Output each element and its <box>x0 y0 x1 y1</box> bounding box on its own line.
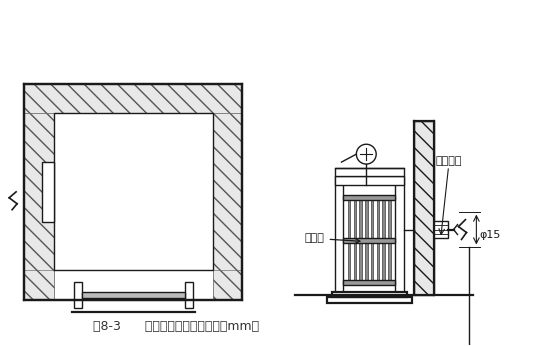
Bar <box>343 195 395 200</box>
Bar <box>185 282 193 308</box>
Bar <box>213 113 242 300</box>
Bar <box>335 176 404 185</box>
Bar <box>343 238 395 244</box>
Bar <box>383 195 385 285</box>
Bar <box>24 84 242 300</box>
Bar <box>395 176 404 295</box>
Text: 图8-3      电梯井口防护门（单位：mm）: 图8-3 电梯井口防护门（单位：mm） <box>93 320 259 333</box>
Bar <box>24 84 242 113</box>
Bar <box>54 113 213 270</box>
Bar <box>388 195 391 285</box>
Bar <box>24 270 54 300</box>
Text: 膨胀螺栓: 膨胀螺栓 <box>436 156 462 166</box>
Bar <box>327 297 412 303</box>
Bar <box>359 195 362 285</box>
Bar <box>371 195 373 285</box>
Bar <box>42 162 54 221</box>
Bar <box>24 113 54 300</box>
Text: 筱棚门: 筱棚门 <box>305 234 360 244</box>
Bar <box>82 292 185 298</box>
Bar <box>365 195 368 285</box>
Bar <box>332 292 407 297</box>
Bar <box>73 282 82 308</box>
Bar <box>213 270 242 300</box>
Bar <box>376 195 379 285</box>
Text: φ15: φ15 <box>479 230 501 240</box>
Bar <box>343 280 395 285</box>
Bar <box>354 195 356 285</box>
Bar <box>335 168 404 176</box>
Bar <box>414 121 434 295</box>
Bar <box>348 195 351 285</box>
Bar <box>434 221 448 238</box>
Bar <box>335 176 343 295</box>
